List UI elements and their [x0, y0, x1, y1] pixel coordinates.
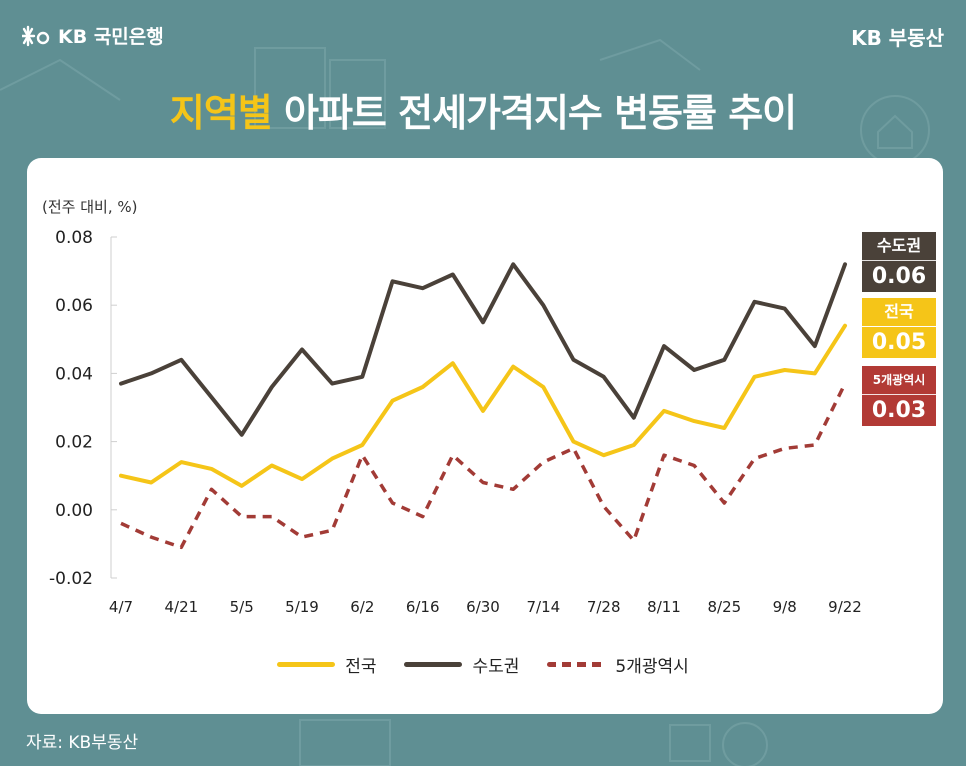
badge-five-cities-value: 0.03 — [871, 398, 927, 423]
badge-national-label: 전국 — [862, 298, 936, 327]
y-tick-label: 0.04 — [55, 364, 93, 384]
x-tick-label: 8/11 — [647, 598, 681, 616]
kb-real-estate-logo: KB 부동산 — [851, 26, 944, 50]
y-tick-label: 0.00 — [55, 501, 93, 521]
badge-national: 전국 0.05 — [862, 298, 936, 358]
title-rest: 아파트 전세가격지수 변동률 추이 — [271, 91, 797, 135]
x-tick-label: 7/14 — [526, 598, 560, 616]
series-line-metro — [119, 262, 847, 437]
legend-swatch-five-cities — [547, 662, 606, 667]
y-tick-label: 0.06 — [55, 296, 93, 316]
chart-card — [27, 158, 943, 714]
series-line-five-cities — [120, 382, 847, 550]
bank-logo-text: KB 국민은행 — [58, 26, 164, 48]
x-tick-label: 4/21 — [164, 598, 198, 616]
chart-legend: 전국 수도권 5개광역시 — [0, 652, 966, 677]
legend-item-national: 전국 — [277, 652, 376, 677]
y-axis-unit-label: (전주 대비, %) — [42, 198, 138, 216]
legend-swatch-metro — [404, 662, 463, 667]
x-tick-label: 9/22 — [828, 598, 862, 616]
x-tick-label: 5/5 — [230, 598, 254, 616]
kb-star-icon — [22, 25, 50, 46]
legend-item-five-cities: 5개광역시 — [547, 652, 689, 677]
badge-metro: 수도권 0.06 — [862, 232, 936, 292]
x-tick-label: 6/2 — [350, 598, 374, 616]
x-tick-label: 9/8 — [773, 598, 797, 616]
title-highlight: 지역별 — [169, 91, 273, 135]
series-line-national — [119, 323, 847, 488]
source-note: 자료: KB부동산 — [26, 733, 139, 753]
badge-five-cities: 5개광역시 0.03 — [862, 366, 936, 426]
legend-label-national: 전국 — [345, 657, 377, 677]
legend-label-five-cities: 5개광역시 — [615, 657, 689, 677]
x-tick-label: 8/25 — [707, 598, 741, 616]
badge-five-cities-label: 5개광역시 — [862, 366, 936, 395]
badge-metro-value: 0.06 — [871, 264, 927, 289]
x-tick-label: 5/19 — [285, 598, 319, 616]
badge-national-value: 0.05 — [871, 330, 927, 355]
x-tick-label: 7/28 — [587, 598, 621, 616]
y-tick-label: 0.02 — [55, 433, 93, 453]
kb-kookmin-logo: KB 국민은행 — [22, 22, 164, 49]
legend-label-metro: 수도권 — [472, 657, 520, 677]
x-tick-label: 6/16 — [406, 598, 440, 616]
badge-metro-label: 수도권 — [862, 232, 936, 261]
x-tick-label: 4/7 — [109, 598, 133, 616]
legend-swatch-national — [277, 662, 336, 667]
x-tick-label: 6/30 — [466, 598, 500, 616]
legend-item-metro: 수도권 — [404, 652, 519, 677]
y-tick-label: -0.02 — [49, 569, 93, 589]
page-title: 지역별 아파트 전세가격지수 변동률 추이 — [0, 82, 966, 137]
y-tick-label: 0.08 — [55, 228, 93, 248]
